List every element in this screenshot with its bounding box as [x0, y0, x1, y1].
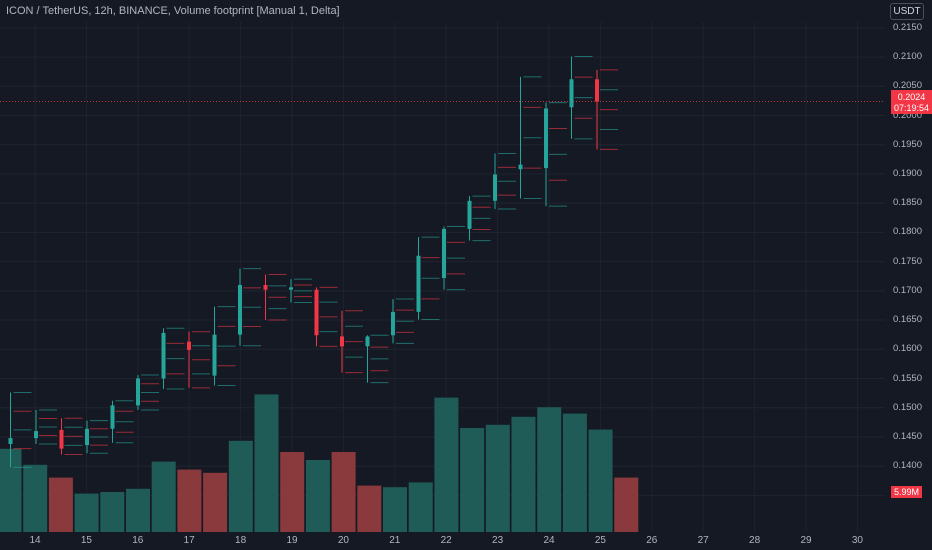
candle-body	[289, 287, 293, 290]
date-tick-label: 14	[29, 535, 41, 546]
candle-body	[263, 284, 268, 290]
last-price-badge: 0.2024 07:19:54	[891, 90, 932, 114]
volume-bar	[460, 428, 485, 532]
candle-body	[161, 332, 166, 379]
candles	[8, 56, 599, 468]
volume-bar	[562, 413, 587, 532]
date-tick-label: 16	[132, 535, 144, 546]
price-tick-label: 0.1450	[892, 430, 922, 442]
date-tick-label: 29	[800, 535, 812, 546]
currency-button[interactable]: USDT	[890, 3, 924, 20]
date-tick-label: 19	[286, 535, 298, 546]
date-tick-label: 15	[80, 535, 92, 546]
date-tick-label: 26	[646, 535, 658, 546]
date-tick-label: 21	[389, 535, 401, 546]
volume-bar	[331, 452, 356, 532]
price-tick-label: 0.1650	[892, 314, 922, 326]
date-tick-label: 28	[749, 535, 761, 546]
price-tick-label: 0.2050	[892, 80, 922, 92]
date-tick-label: 22	[440, 535, 452, 546]
candle-body	[238, 284, 242, 335]
candle-body	[340, 336, 344, 347]
volume-bar	[408, 482, 433, 532]
price-tick-label: 0.1800	[892, 226, 922, 238]
volume-bar	[23, 464, 48, 532]
candle-body	[314, 289, 319, 336]
price-tick-label: 0.1550	[892, 372, 922, 384]
volume-bar	[537, 407, 562, 532]
price-tick-label: 0.1850	[892, 197, 922, 209]
countdown-timer: 07:19:54	[893, 103, 930, 113]
volume-bar	[485, 424, 510, 532]
price-tick-label: 0.1950	[892, 138, 922, 150]
volume-bar	[203, 472, 228, 532]
candle-body	[212, 334, 217, 376]
candle-body	[136, 378, 140, 406]
volume-bar	[74, 493, 99, 532]
volume-bar	[280, 452, 305, 532]
volume-bar	[100, 492, 125, 532]
date-tick-label: 17	[183, 535, 195, 546]
volume-bar	[434, 397, 459, 532]
date-tick-label: 18	[235, 535, 247, 546]
price-tick-label: 0.1750	[892, 255, 922, 267]
price-tick-label: 0.1700	[892, 284, 922, 296]
date-tick-label: 25	[594, 535, 606, 546]
volume-bar	[228, 440, 253, 532]
price-tick-label: 0.2000	[892, 109, 922, 121]
chart-title[interactable]: ICON / TetherUS, 12h, BINANCE, Volume fo…	[6, 5, 340, 17]
candle-body	[518, 164, 523, 170]
candle-body	[595, 79, 599, 102]
candle-body	[8, 438, 13, 444]
candle-body	[391, 311, 395, 336]
candle-body	[365, 336, 370, 347]
candle-body	[467, 200, 472, 229]
price-tick-label: 0.1500	[892, 401, 922, 413]
candle-body	[544, 108, 548, 169]
volume-bar	[177, 469, 202, 532]
date-tick-label: 20	[337, 535, 349, 546]
date-tick-label: 24	[543, 535, 555, 546]
candle-body	[110, 405, 115, 429]
footprint-ticks	[13, 55, 618, 468]
volume-bar	[305, 460, 330, 532]
volume-bar	[511, 416, 536, 532]
volume-bar	[0, 448, 22, 532]
candle-body	[187, 341, 191, 350]
last-price-value: 0.2024	[897, 92, 926, 102]
price-tick-label: 0.1600	[892, 343, 922, 355]
volume-bar	[126, 488, 150, 532]
candle-body	[569, 79, 574, 108]
grid	[0, 22, 885, 532]
volume-bars	[0, 394, 639, 532]
volume-bar	[588, 429, 613, 532]
candle-body	[85, 428, 89, 446]
volume-bar	[614, 477, 639, 532]
volume-badge: 5.99M	[891, 486, 922, 498]
price-tick-label: 0.2100	[892, 51, 922, 63]
candle-body	[493, 174, 497, 201]
price-tick-label: 0.1900	[892, 167, 922, 179]
volume-bar	[357, 485, 382, 532]
price-tick-label: 0.1400	[892, 460, 922, 472]
price-tick-label: 0.2150	[892, 21, 922, 33]
candle-body	[416, 255, 421, 312]
volume-bar	[151, 461, 176, 532]
date-tick-label: 30	[851, 535, 863, 546]
date-tick-label: 27	[697, 535, 709, 546]
volume-bar	[48, 477, 73, 532]
candle-body	[442, 228, 446, 278]
candle-body	[34, 431, 38, 439]
candle-body	[59, 429, 64, 449]
date-tick-label: 23	[492, 535, 504, 546]
volume-bar	[254, 394, 279, 532]
volume-bar	[383, 487, 407, 532]
